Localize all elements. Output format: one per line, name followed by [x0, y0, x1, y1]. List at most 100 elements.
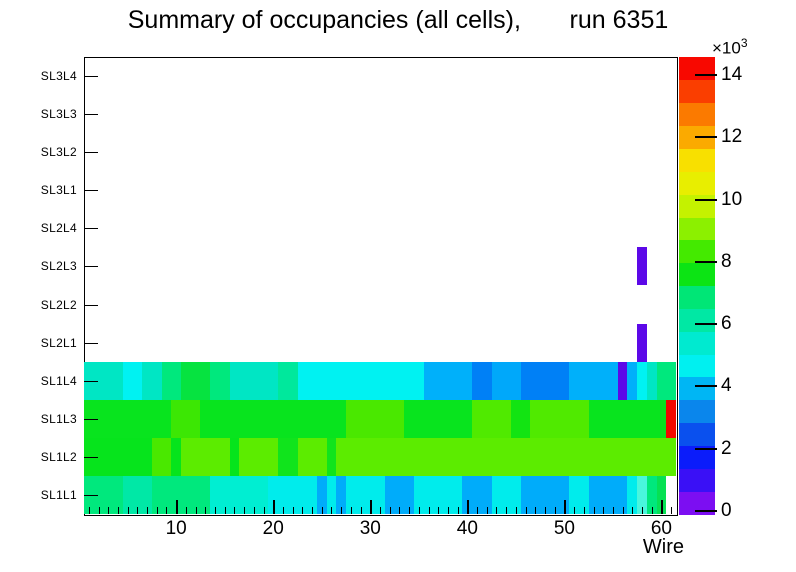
colorbar-exponent-power: 3: [740, 36, 748, 50]
y-axis-tick: [84, 152, 98, 154]
heatmap-cell: [491, 361, 521, 400]
heatmap-cell: [181, 437, 230, 476]
x-axis-minor-tick: [438, 507, 440, 514]
x-axis-minor-tick: [399, 507, 401, 514]
x-axis-major-tick: [370, 500, 373, 514]
colorbar-tick: [695, 323, 717, 326]
heatmap-cell: [472, 399, 511, 438]
heatmap-cell: [84, 399, 172, 438]
heatmap-cell: [142, 361, 162, 400]
heatmap-cell: [491, 475, 521, 514]
colorbar-tick: [695, 260, 717, 263]
heatmap-cell: [181, 361, 211, 400]
y-axis-row-label: SL3L2: [40, 145, 77, 160]
x-axis-minor-tick: [632, 507, 634, 514]
x-axis-minor-tick: [292, 507, 294, 514]
x-axis-minor-tick: [156, 507, 158, 514]
x-axis-major-tick: [564, 500, 567, 514]
colorbar-band: [679, 445, 715, 469]
x-axis-minor-tick: [117, 507, 119, 514]
x-axis-minor-tick: [642, 507, 644, 514]
heatmap-cell: [336, 475, 347, 514]
heatmap-cell: [346, 399, 405, 438]
y-axis-tick: [84, 114, 98, 116]
heatmap-cell: [462, 475, 492, 514]
colorbar-band: [679, 354, 715, 378]
x-axis-minor-tick: [244, 507, 246, 514]
heatmap-cell: [617, 361, 628, 400]
x-axis-tick-label: 20: [262, 518, 284, 539]
y-axis-row-label: SL2L2: [40, 297, 77, 312]
y-axis-row-label: SL1L4: [40, 373, 77, 388]
colorbar-band: [679, 148, 715, 172]
colorbar-band: [679, 399, 715, 424]
x-axis-minor-tick: [350, 507, 352, 514]
heatmap-cell: [569, 475, 589, 514]
y-axis-tick: [84, 380, 98, 382]
heatmap-cell: [413, 475, 463, 514]
heatmap-cell: [84, 361, 123, 400]
x-axis-minor-tick: [185, 507, 187, 514]
x-axis-minor-tick: [409, 507, 411, 514]
y-axis-row-label: SL2L4: [40, 221, 77, 236]
heatmap-cell: [384, 475, 414, 514]
heatmap-cell: [210, 361, 230, 400]
x-axis-minor-tick: [166, 507, 168, 514]
heatmap-cell: [326, 437, 337, 476]
colorbar-band: [679, 468, 715, 492]
heatmap-cell: [297, 437, 327, 476]
heatmap-cell: [656, 361, 676, 400]
y-axis-row-label: SL1L1: [40, 487, 77, 502]
x-axis-minor-tick: [477, 507, 479, 514]
colorbar-band: [679, 491, 715, 515]
x-axis-minor-tick: [651, 507, 653, 514]
x-axis-minor-tick: [205, 507, 207, 514]
x-axis-minor-tick: [612, 507, 614, 514]
heatmap-cell: [278, 361, 298, 400]
x-axis-minor-tick: [302, 507, 304, 514]
colorbar-tick-label: 4: [721, 375, 732, 397]
x-axis-minor-tick: [622, 507, 624, 514]
colorbar-exponent-base: ×10: [712, 38, 741, 58]
colorbar-band: [679, 171, 715, 195]
colorbar-band: [679, 57, 715, 81]
x-axis-minor-tick: [253, 507, 255, 514]
x-axis-major-tick: [661, 500, 664, 514]
colorbar-tick: [695, 510, 717, 512]
y-axis-row-label: SL2L1: [40, 335, 77, 350]
x-axis-major-tick: [467, 500, 470, 514]
x-axis-minor-tick: [331, 507, 333, 514]
colorbar-band: [679, 239, 715, 264]
heatmap-cell: [122, 475, 152, 514]
colorbar-band: [679, 422, 715, 447]
x-axis-minor-tick: [234, 507, 236, 514]
heatmap-cell: [297, 361, 424, 400]
heatmap-cell: [569, 361, 618, 400]
heatmap-cell: [530, 399, 589, 438]
y-axis-row-label: SL3L1: [40, 183, 77, 198]
y-axis-row-label: SL3L3: [40, 107, 77, 122]
heatmap-cell: [646, 475, 657, 514]
x-axis-minor-tick: [380, 507, 381, 514]
colorbar-tick-label: 6: [721, 313, 732, 335]
heatmap-cell: [200, 399, 347, 438]
y-axis-row-label: SL3L4: [40, 69, 77, 84]
colorbar: [679, 57, 715, 515]
y-axis-tick: [84, 190, 98, 192]
heatmap-cell: [278, 437, 298, 476]
x-axis-major-tick: [273, 500, 276, 514]
x-axis-minor-tick: [282, 507, 284, 514]
colorbar-tick-label: 12: [721, 126, 743, 148]
y-axis-tick: [84, 304, 98, 306]
y-axis-row-label: SL1L2: [40, 449, 77, 464]
colorbar-tick-label: 10: [721, 188, 743, 210]
x-axis-minor-tick: [603, 507, 605, 514]
heatmap-cell: [84, 475, 123, 514]
x-axis-minor-tick: [418, 507, 420, 514]
heatmap-cell: [637, 361, 647, 400]
x-axis-minor-tick: [535, 507, 537, 514]
colorbar-tick-label: 2: [721, 437, 732, 459]
colorbar-band: [679, 216, 715, 241]
heatmap-cell: [161, 361, 182, 400]
